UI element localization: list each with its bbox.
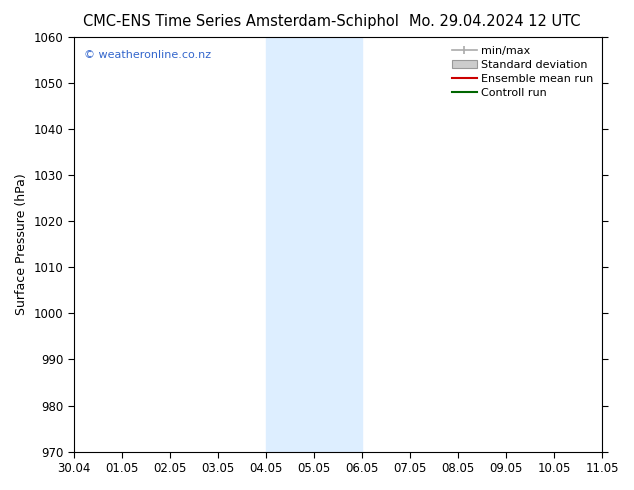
Text: CMC-ENS Time Series Amsterdam-Schiphol: CMC-ENS Time Series Amsterdam-Schiphol [83,14,399,29]
Text: © weatheronline.co.nz: © weatheronline.co.nz [84,49,211,60]
Bar [314,37,362,452]
Legend: min/max, Standard deviation, Ensemble mean run, Controll run: min/max, Standard deviation, Ensemble me… [449,43,597,101]
Bar [266,37,314,452]
Text: Mo. 29.04.2024 12 UTC: Mo. 29.04.2024 12 UTC [409,14,580,29]
Bar [602,37,634,452]
Y-axis label: Surface Pressure (hPa): Surface Pressure (hPa) [15,173,28,315]
